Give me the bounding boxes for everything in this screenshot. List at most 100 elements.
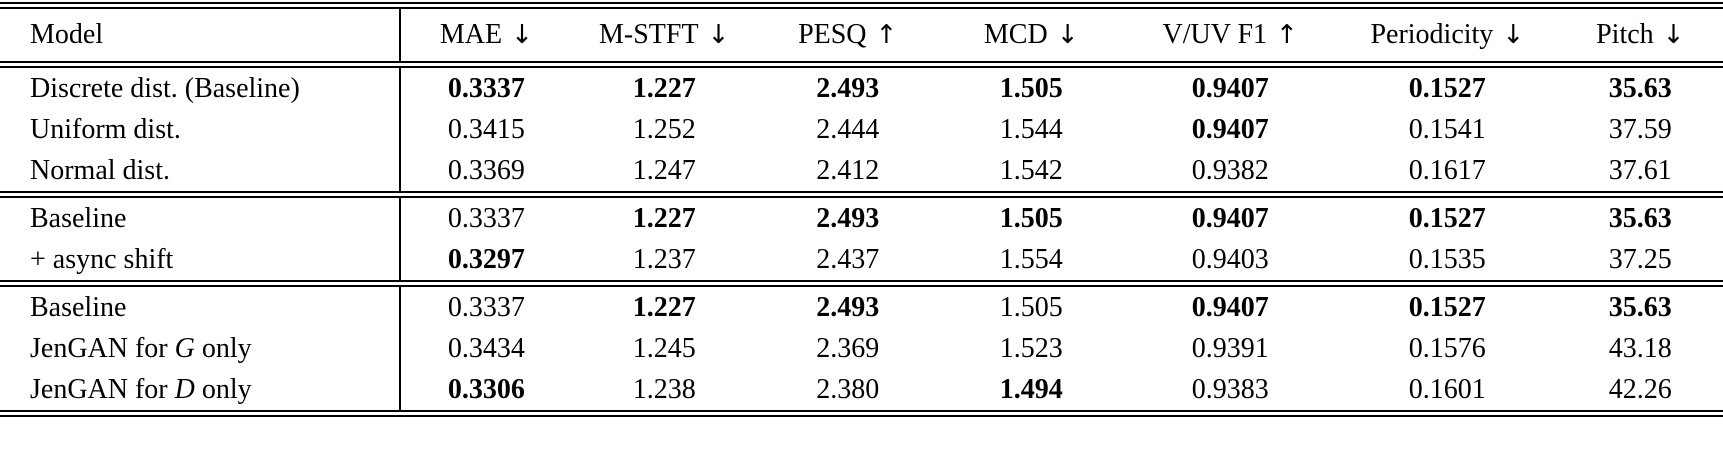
table-header-row: Model MAE ↓ M-STFT ↓ PESQ ↑ MCD ↓ V/UV F1 ↑ P… — [0, 5, 1723, 65]
col-header-periodicity: Periodicity ↓ — [1337, 6, 1558, 65]
model-cell: JenGAN for G only — [0, 328, 401, 369]
col-header-model: Model — [0, 5, 401, 65]
cell-pitch: 35.63 — [1608, 202, 1672, 234]
cell-mcd: 1.494 — [999, 373, 1063, 405]
table-row: JenGAN for D only 0.3306 1.238 2.380 1.4… — [0, 369, 1723, 414]
cell-periodicity: 0.1535 — [1408, 243, 1486, 275]
col-label: Model — [30, 19, 104, 50]
cell-mcd: 1.544 — [999, 113, 1063, 145]
cell-pitch: 43.18 — [1608, 332, 1672, 364]
cell-pesq: 2.493 — [816, 72, 880, 104]
cell-pitch: 37.59 — [1608, 113, 1672, 145]
model-cell: Baseline — [0, 194, 401, 239]
arrow-down-icon: ↓ — [1502, 20, 1525, 50]
cell-pitch: 37.25 — [1608, 243, 1672, 275]
results-table: Model MAE ↓ M-STFT ↓ PESQ ↑ MCD ↓ V/UV F1 ↑ P… — [0, 2, 1723, 417]
cell-pesq: 2.380 — [816, 373, 880, 405]
table-row: + async shift 0.3297 1.237 2.437 1.554 0… — [0, 239, 1723, 284]
cell-vuv-f1: 0.9407 — [1191, 113, 1269, 145]
col-header-mae: MAE ↓ — [400, 6, 572, 65]
cell-mae: 0.3415 — [447, 113, 525, 145]
arrow-down-icon: ↓ — [511, 20, 533, 50]
cell-vuv-f1: 0.9407 — [1191, 202, 1269, 234]
model-cell: Uniform dist. — [0, 109, 401, 150]
cell-mstft: 1.227 — [632, 291, 696, 323]
col-label: MAE — [439, 19, 503, 50]
model-text: JenGAN for — [30, 373, 175, 405]
cell-pitch: 35.63 — [1608, 291, 1672, 323]
model-math-var: G — [174, 332, 195, 364]
cell-vuv-f1: 0.9382 — [1191, 154, 1269, 186]
cell-periodicity: 0.1527 — [1408, 291, 1486, 323]
model-text: JenGAN for — [30, 332, 175, 364]
model-cell: + async shift — [0, 239, 401, 284]
cell-mcd: 1.505 — [999, 202, 1063, 234]
section-distribution-comparison: Discrete dist. (Baseline) 0.3337 1.227 2… — [0, 64, 1723, 195]
model-cell: Normal dist. — [0, 150, 401, 195]
table-row: Normal dist. 0.3369 1.247 2.412 1.542 0.… — [0, 150, 1723, 195]
table-row: Discrete dist. (Baseline) 0.3337 1.227 2… — [0, 64, 1723, 109]
section-jengan-comparison: Baseline 0.3337 1.227 2.493 1.505 0.9407… — [0, 283, 1723, 414]
cell-mae: 0.3337 — [447, 72, 525, 104]
cell-periodicity: 0.1527 — [1408, 72, 1486, 104]
cell-periodicity: 0.1541 — [1408, 113, 1486, 145]
cell-mcd: 1.505 — [999, 291, 1063, 323]
cell-vuv-f1: 0.9383 — [1191, 373, 1269, 405]
cell-mae: 0.3434 — [447, 332, 525, 364]
arrow-up-icon: ↑ — [875, 20, 898, 50]
section-async-shift-comparison: Baseline 0.3337 1.227 2.493 1.505 0.9407… — [0, 194, 1723, 284]
model-cell: Baseline — [0, 283, 401, 328]
arrow-up-icon: ↑ — [1276, 20, 1298, 50]
col-header-pitch: Pitch ↓ — [1558, 6, 1723, 65]
table-row: Baseline 0.3337 1.227 2.493 1.505 0.9407… — [0, 283, 1723, 328]
cell-mstft: 1.227 — [632, 72, 696, 104]
cell-mae: 0.3306 — [447, 373, 525, 405]
cell-vuv-f1: 0.9403 — [1191, 243, 1269, 275]
col-header-mstft: M-STFT ↓ — [572, 6, 756, 65]
cell-mstft: 1.227 — [632, 202, 696, 234]
cell-periodicity: 0.1527 — [1408, 202, 1486, 234]
col-label: PESQ — [798, 19, 867, 50]
arrow-down-icon: ↓ — [1662, 20, 1685, 50]
col-label: M-STFT — [599, 19, 699, 50]
cell-mae: 0.3337 — [447, 291, 525, 323]
table-row: Baseline 0.3337 1.227 2.493 1.505 0.9407… — [0, 194, 1723, 239]
cell-pesq: 2.493 — [816, 291, 880, 323]
cell-periodicity: 0.1617 — [1408, 154, 1486, 186]
cell-pitch: 35.63 — [1608, 72, 1672, 104]
cell-pitch: 37.61 — [1608, 154, 1672, 186]
cell-pesq: 2.444 — [816, 113, 880, 145]
col-label: MCD — [983, 19, 1048, 50]
cell-vuv-f1: 0.9407 — [1191, 291, 1269, 323]
cell-mstft: 1.238 — [632, 373, 696, 405]
model-text: only — [194, 332, 252, 364]
col-header-mcd: MCD ↓ — [939, 6, 1123, 65]
cell-pesq: 2.437 — [816, 243, 880, 275]
cell-mae: 0.3337 — [447, 202, 525, 234]
cell-mcd: 1.523 — [999, 332, 1063, 364]
cell-pitch: 42.26 — [1608, 373, 1672, 405]
cell-mstft: 1.252 — [632, 113, 696, 145]
cell-mcd: 1.505 — [999, 72, 1063, 104]
model-math-var: D — [174, 373, 195, 405]
table-row: JenGAN for G only 0.3434 1.245 2.369 1.5… — [0, 328, 1723, 369]
cell-pesq: 2.412 — [816, 154, 880, 186]
cell-mstft: 1.247 — [632, 154, 696, 186]
cell-mstft: 1.245 — [632, 332, 696, 364]
cell-mae: 0.3297 — [447, 243, 525, 275]
arrow-down-icon: ↓ — [707, 20, 730, 50]
col-header-vuv-f1: V/UV F1 ↑ — [1123, 6, 1337, 65]
model-text: only — [194, 373, 252, 405]
table-row: Uniform dist. 0.3415 1.252 2.444 1.544 0… — [0, 109, 1723, 150]
cell-mcd: 1.542 — [999, 154, 1063, 186]
cell-periodicity: 0.1601 — [1408, 373, 1486, 405]
col-label: Periodicity — [1370, 19, 1494, 50]
arrow-down-icon: ↓ — [1056, 20, 1079, 50]
cell-mcd: 1.554 — [999, 243, 1063, 275]
cell-pesq: 2.493 — [816, 202, 880, 234]
model-cell: JenGAN for D only — [0, 369, 401, 414]
cell-mstft: 1.237 — [632, 243, 696, 275]
model-cell: Discrete dist. (Baseline) — [0, 64, 401, 109]
col-label: Pitch — [1596, 19, 1654, 50]
cell-mae: 0.3369 — [447, 154, 525, 186]
